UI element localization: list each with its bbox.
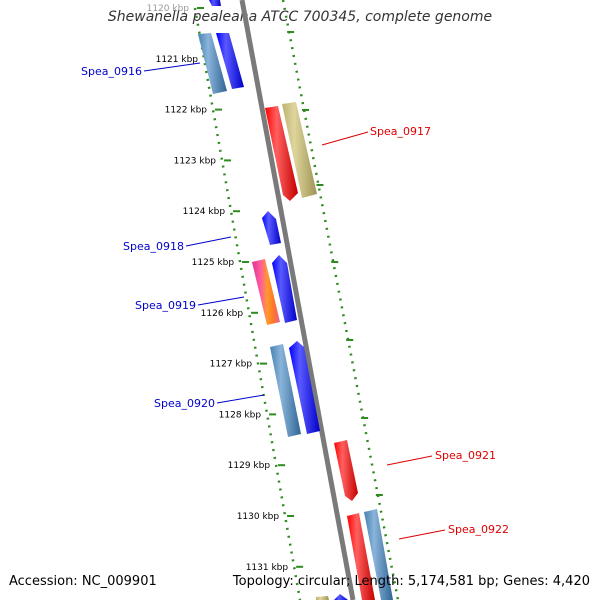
gene-arrow-0916-top[interactable] [209,0,221,6]
gene-block-0922-red[interactable] [347,513,375,600]
genome-backbone [239,0,356,600]
callout-line-0922 [398,529,446,540]
gene-label-0920[interactable]: Spea_0920 [154,397,215,410]
callout-line-0919 [197,296,245,306]
map-title: Shewanella pealeana ATCC 700345, complet… [107,9,493,25]
gene-block-bottom-khaki[interactable] [316,596,329,600]
gene-label-0916[interactable]: Spea_0916 [81,65,142,78]
gene-arrow-bottom-blue[interactable] [334,594,348,600]
tick-label: 1125 kbp [192,258,235,268]
gene-label-0918[interactable]: Spea_0918 [123,240,184,253]
tick-label: 1127 kbp [210,360,253,370]
tick-label: 1120 kbp [147,4,190,14]
callout-line-0921 [386,455,433,466]
gene-arrow-0917-cds[interactable] [265,106,298,201]
tick-label: 1128 kbp [219,410,262,420]
callout-line-0920 [216,394,265,404]
genome-stats-text: Topology: circular; Length: 5,174,581 bp… [232,574,590,589]
callout-line-0916 [143,62,201,72]
gene-label-0919[interactable]: Spea_0919 [135,299,196,312]
tick-label: 1123 kbp [174,156,217,166]
gene-label-0917[interactable]: Spea_0917 [370,125,431,138]
gene-block-0917-other[interactable] [282,102,317,198]
gene-arrow-0918[interactable] [262,211,281,245]
gene-arrow-0916-cds[interactable] [216,33,244,89]
gene-callouts [143,62,446,540]
gene-arrow-0921[interactable] [334,440,358,501]
tick-label: 1129 kbp [228,461,271,471]
gene-block-0920-other[interactable] [270,344,301,437]
tick-label: 1122 kbp [165,106,208,116]
gene-arrow-0919-neighbor[interactable] [272,255,297,323]
outer-dotted-ring [281,0,400,600]
gene-block-0919[interactable] [252,259,280,325]
tick-label: 1131 kbp [246,563,289,573]
accession-text: Accession: NC_009901 [9,574,157,589]
tick-label: 1126 kbp [201,309,244,319]
gene-label-0921[interactable]: Spea_0921 [435,449,496,462]
gene-arrow-0920-cds[interactable] [289,341,320,434]
tick-label: 1121 kbp [156,55,199,65]
callout-line-0918 [185,236,232,247]
gene-block-0916-other[interactable] [198,33,227,94]
callout-line-0917 [321,131,369,146]
tick-label: 1130 kbp [237,512,280,522]
gene-block-0922-steel[interactable] [364,509,393,600]
tick-label: 1124 kbp [183,207,226,217]
gene-labels: Spea_0916 Spea_0917 Spea_0918 Spea_0919 … [81,65,509,536]
gene-label-0922[interactable]: Spea_0922 [448,523,509,536]
